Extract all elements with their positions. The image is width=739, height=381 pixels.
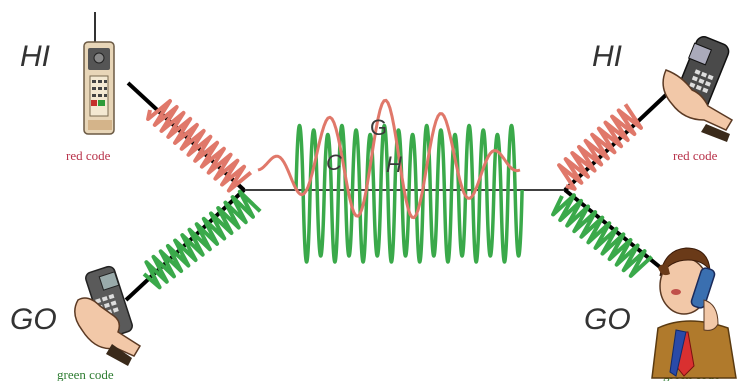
hand-holding-phone-icon [74,265,142,366]
cellphone-icon [83,12,115,135]
lower-left-link [124,188,246,302]
hand-holding-phone-icon [662,36,734,142]
left-green-code-caption: green code [57,367,114,381]
red-signal-wave-left [146,99,253,193]
mixed-letter-g: G [370,115,387,140]
signal-waves [142,98,654,290]
mixed-letter-h: H [386,152,402,177]
right-hi-label: HI [592,40,622,73]
combined-red-signal [257,98,521,220]
green-signal-wave-right [551,193,654,278]
left-red-code-caption: red code [66,148,111,163]
green-signal-wave-left [142,189,262,290]
red-signal-wave-right [557,103,643,191]
left-go-label: GO [10,303,57,336]
mixed-letter-c: C [326,150,342,175]
combined-green-signal [294,123,524,264]
right-go-label: GO [584,303,631,336]
connection-lines [124,81,670,302]
right-red-code-caption: red code [673,148,718,163]
left-hi-label: HI [20,40,50,73]
businessman-on-phone-icon [651,247,737,379]
